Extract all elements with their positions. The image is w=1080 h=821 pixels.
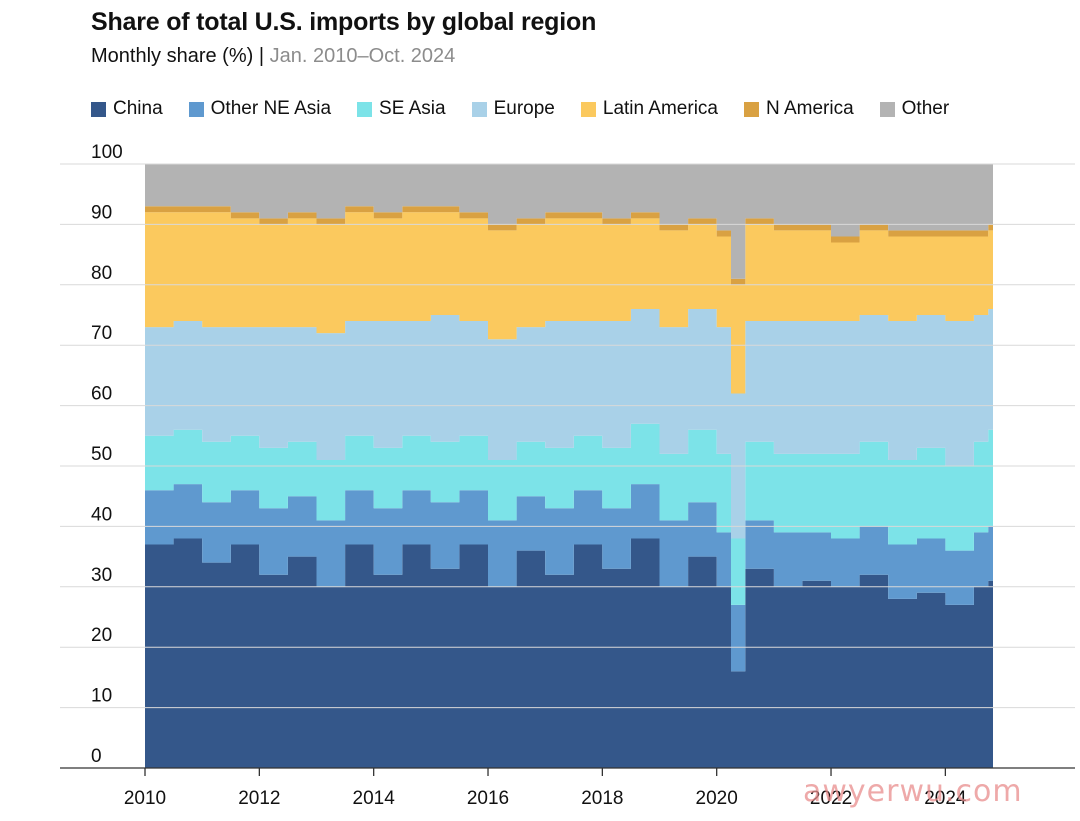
- x-tick-label: 2014: [353, 788, 396, 809]
- legend-label: Latin America: [602, 98, 718, 119]
- y-tick-label: 0: [91, 746, 102, 767]
- x-tick-label: 2010: [124, 788, 166, 809]
- x-tick-label: 2022: [810, 788, 852, 809]
- legend-swatch: [744, 101, 759, 117]
- series-area-latin-america: [145, 212, 993, 394]
- series-area-other-ne-asia: [145, 484, 993, 672]
- chart-title: Share of total U.S. imports by global re…: [91, 8, 597, 36]
- legend-label: Europe: [493, 98, 555, 119]
- series-area-other: [145, 164, 993, 279]
- legend-swatch: [471, 101, 487, 117]
- series-area-se-asia: [145, 423, 993, 605]
- y-tick-label: 100: [91, 142, 123, 163]
- x-tick-label: 2012: [238, 788, 280, 809]
- series-area-n-america: [145, 206, 993, 285]
- legend-swatch: [91, 101, 106, 117]
- subtitle-date-range: Jan. 2010–Oct. 2024: [269, 45, 456, 67]
- legend-item-other: Other: [879, 98, 950, 120]
- y-tick-label: 80: [91, 263, 112, 284]
- y-tick-label: 40: [91, 504, 112, 525]
- legend-item-latin-america: Latin America: [580, 98, 718, 120]
- chart-legend: China Other NE Asia SE Asia Europe Latin Ame…: [91, 98, 975, 120]
- legend-label: Other: [901, 98, 950, 119]
- legend-item-n-america: N America: [744, 98, 854, 120]
- x-tick-label: 2018: [581, 788, 623, 809]
- legend-item-europe: Europe: [471, 98, 555, 120]
- y-tick-label: 50: [91, 444, 112, 465]
- y-tick-label: 60: [91, 384, 112, 405]
- legend-swatch: [580, 101, 596, 117]
- series-area-china: [145, 538, 993, 768]
- legend-swatch: [188, 101, 204, 117]
- legend-label: N America: [766, 98, 854, 119]
- chart-subtitle: Monthly share (%) | Jan. 2010–Oct. 2024: [91, 45, 455, 68]
- legend-item-se-asia: SE Asia: [357, 98, 446, 120]
- subtitle-main: Monthly share (%): [91, 45, 254, 67]
- x-tick-label: 2020: [696, 788, 738, 809]
- y-tick-label: 10: [91, 686, 112, 707]
- legend-label: Other NE Asia: [210, 98, 332, 119]
- subtitle-separator: |: [258, 45, 265, 67]
- watermark-text: awyerwu.com: [803, 774, 1023, 809]
- y-tick-label: 20: [91, 625, 112, 646]
- y-tick-label: 30: [91, 565, 112, 586]
- legend-swatch: [357, 101, 373, 117]
- x-tick-label: 2024: [924, 788, 967, 809]
- legend-swatch: [879, 101, 895, 117]
- legend-item-other-ne-asia: Other NE Asia: [188, 98, 332, 120]
- y-tick-label: 70: [91, 323, 112, 344]
- x-tick-label: 2016: [467, 788, 509, 809]
- series-area-europe: [145, 309, 993, 539]
- y-tick-label: 90: [91, 202, 112, 223]
- legend-item-china: China: [91, 98, 163, 120]
- legend-label: SE Asia: [379, 98, 446, 119]
- legend-label: China: [113, 98, 163, 119]
